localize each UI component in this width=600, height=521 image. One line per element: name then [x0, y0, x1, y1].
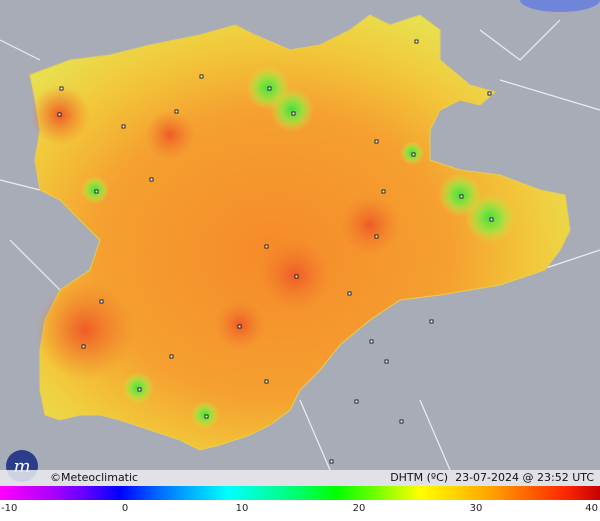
scale-tick-label: -10 — [1, 503, 18, 514]
scale-tick-label: 10 — [235, 503, 249, 514]
scale-ticks: -10 0 10 20 30 40 — [0, 500, 600, 521]
map: m — [0, 0, 600, 486]
stations — [57, 39, 494, 464]
scale-tick-label: 0 — [121, 503, 129, 514]
scale-tick-label: 40 — [585, 503, 598, 514]
scale-tick-label: 20 — [352, 503, 366, 514]
scale-tick-label: 30 — [469, 503, 483, 514]
caption: DHTM (ºC) 23-07-2024 @ 23:52 UTC — [390, 471, 594, 484]
credit: ©Meteoclimatic — [50, 471, 139, 484]
footer: ©Meteoclimatic DHTM (ºC) 23-07-2024 @ 23… — [0, 470, 600, 486]
color-scale — [0, 486, 600, 500]
